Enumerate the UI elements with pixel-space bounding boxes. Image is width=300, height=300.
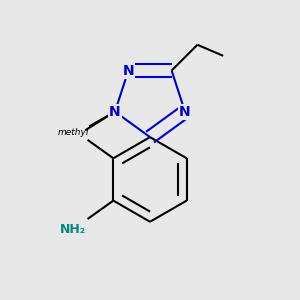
Text: methyl: methyl [58, 128, 89, 137]
Text: N: N [109, 105, 121, 119]
Text: N: N [123, 64, 134, 77]
Text: N: N [179, 105, 191, 119]
Text: NH₂: NH₂ [60, 223, 86, 236]
